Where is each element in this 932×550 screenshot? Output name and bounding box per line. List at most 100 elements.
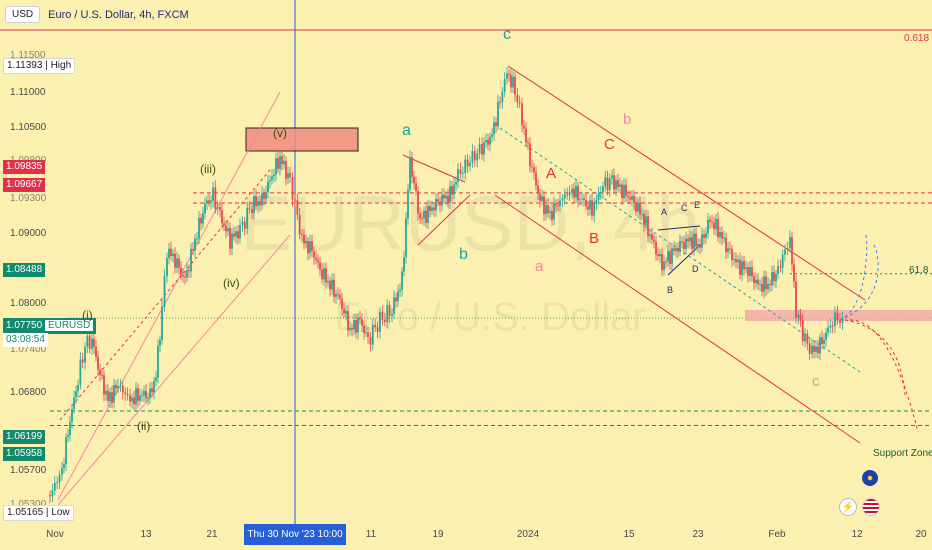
candle-body: [643, 214, 645, 226]
candle-body: [631, 195, 633, 200]
candle-body: [583, 198, 585, 200]
candle-body: [153, 381, 155, 393]
candle-body: [307, 241, 309, 254]
candle-body: [821, 337, 823, 344]
candle-body: [321, 269, 323, 280]
candle-body: [311, 241, 313, 252]
candle-body: [157, 345, 159, 378]
candle-body: [553, 203, 555, 220]
wave-label-v: (v): [273, 126, 287, 140]
price-tag-green: 1.08488: [3, 263, 46, 277]
candle-body: [533, 167, 535, 173]
y-tick-partial: 1.09300: [10, 193, 47, 204]
candle-body: [411, 157, 413, 177]
candle-body: [747, 267, 749, 276]
candle-body: [386, 305, 389, 323]
wave-label-C-red: C: [604, 136, 615, 153]
candle-body: [441, 194, 443, 206]
candle-body: [675, 248, 677, 252]
supply-zone: [745, 310, 932, 321]
candle-body: [263, 192, 265, 199]
candle-body: [129, 395, 131, 402]
candle-body: [639, 202, 641, 215]
x-tick: 21: [206, 529, 218, 540]
candle-body: [657, 254, 659, 256]
candle-body: [512, 76, 514, 88]
candle-body: [331, 279, 333, 290]
candle-body: [461, 172, 464, 174]
candle-body: [617, 180, 619, 187]
candle-body: [653, 239, 655, 242]
candle-body: [489, 136, 491, 145]
candle-body: [79, 359, 82, 385]
candle-body: [723, 237, 725, 239]
candle-body: [303, 234, 305, 244]
candle-body: [393, 297, 395, 315]
wave-label-C-small: C: [681, 203, 688, 213]
candle-body: [679, 241, 681, 252]
candle-body: [568, 191, 571, 196]
candle-body: [729, 248, 731, 250]
candle-body: [190, 248, 192, 272]
rising-channel-lower: [57, 234, 291, 506]
candle-body: [749, 267, 751, 276]
candle-body: [471, 150, 474, 163]
candle-body: [506, 73, 508, 80]
candle-body: [413, 176, 415, 184]
candle-body: [671, 248, 673, 264]
candle-body: [514, 76, 516, 95]
candle-body: [523, 125, 525, 129]
candle-body: [541, 196, 543, 201]
candle-body: [409, 157, 411, 190]
candle-body: [77, 384, 79, 392]
candle-body: [755, 279, 757, 284]
wave-label-B-red: B: [589, 230, 600, 247]
us-flag-icon[interactable]: [862, 498, 880, 516]
candle-body: [655, 241, 657, 255]
current-price-label: 1.07750 EURUSD: [3, 318, 97, 334]
wave-label-a: a: [402, 122, 411, 139]
candle-body: [131, 397, 133, 402]
candle-body: [464, 159, 467, 173]
candle-body: [445, 195, 447, 199]
projection-down-1: [844, 319, 906, 396]
candle-body: [56, 482, 59, 484]
candle-body: [825, 332, 827, 340]
candle-body: [315, 257, 317, 260]
candle-body: [265, 192, 267, 199]
candle-body: [691, 237, 693, 249]
candle-body: [595, 200, 598, 204]
candle-body: [633, 195, 635, 204]
candle-body: [208, 200, 210, 203]
candle-body: [677, 248, 679, 252]
candle-body: [88, 335, 91, 349]
lightning-icon[interactable]: ⚡: [839, 498, 857, 516]
price-tag-red: 1.09667: [3, 178, 46, 192]
candle-body: [239, 225, 241, 239]
y-tick: 1.08000: [10, 298, 47, 309]
y-tick: 1.09000: [10, 228, 47, 239]
falling-channel-upper: [507, 65, 866, 301]
currency-button[interactable]: USD: [5, 6, 41, 23]
wedge-line-bottom: [417, 194, 471, 246]
candle-body: [73, 397, 75, 410]
candle-body: [769, 284, 771, 286]
candle-body: [99, 369, 101, 375]
candle-body: [451, 186, 453, 195]
candle-body: [604, 177, 607, 187]
y-tick-partial: 1.11500: [10, 50, 46, 61]
candle-body: [425, 210, 427, 223]
candle-body: [103, 375, 105, 395]
y-tick: 1.10500: [10, 122, 47, 133]
candle-body: [223, 223, 225, 226]
candle-body: [449, 186, 451, 203]
candle-body: [147, 397, 149, 399]
eu-flag-icon[interactable]: [862, 470, 878, 486]
candle-body: [361, 319, 363, 326]
candle-body: [433, 207, 435, 211]
candle-body: [645, 216, 647, 226]
wave-label-a-pink: a: [535, 258, 544, 275]
candle-body: [497, 101, 499, 127]
